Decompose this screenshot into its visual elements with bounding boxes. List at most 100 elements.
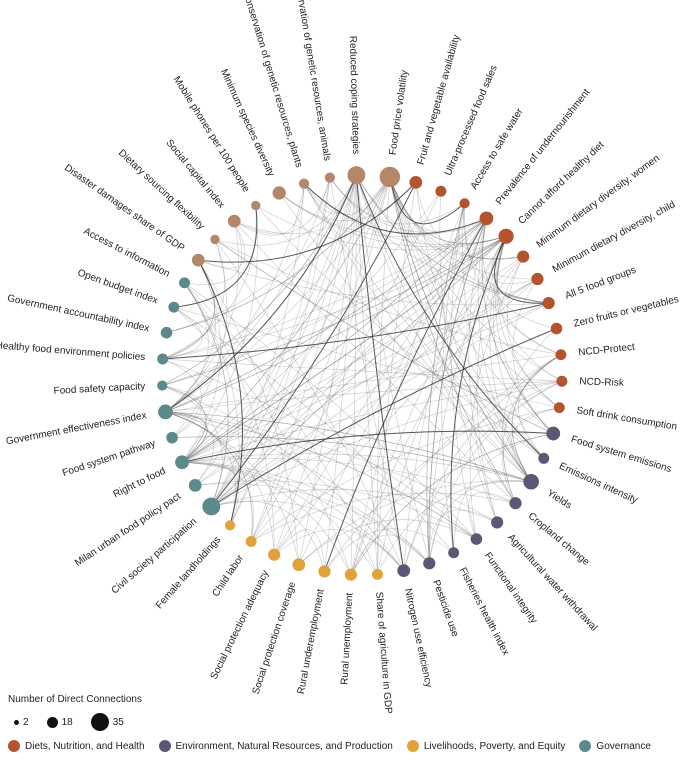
indicator-node[interactable]	[409, 175, 423, 189]
indicator-node[interactable]	[423, 557, 436, 570]
indicator-node[interactable]	[479, 211, 494, 226]
indicator-label: Food system pathway	[61, 438, 157, 479]
connection-edge	[511, 354, 562, 482]
connection-edge	[511, 354, 562, 482]
indicator-label: Open budget index	[76, 268, 159, 307]
connection-edge	[493, 236, 545, 459]
connection-edge	[165, 380, 562, 413]
indicator-node[interactable]	[179, 277, 190, 289]
connection-edge	[303, 183, 545, 459]
indicator-node[interactable]	[435, 185, 447, 197]
indicator-node[interactable]	[188, 478, 202, 492]
connection-edge	[250, 256, 524, 542]
connection-edge	[165, 177, 331, 413]
category-dot	[579, 740, 592, 752]
connection-edge	[428, 218, 487, 564]
connection-edge	[165, 354, 562, 413]
indicator-node[interactable]	[168, 301, 180, 313]
connection-edge	[377, 480, 532, 575]
indicator-node[interactable]	[298, 178, 310, 189]
indicator-node[interactable]	[542, 297, 555, 310]
connection-edge	[428, 218, 487, 564]
indicator-label: Minimum dietary diversity, women	[535, 153, 662, 251]
indicator-node[interactable]	[517, 250, 530, 263]
indicator-node[interactable]	[523, 473, 539, 490]
indicator-node[interactable]	[448, 547, 460, 559]
indicator-node[interactable]	[379, 166, 401, 188]
connection-edge	[458, 203, 507, 250]
indicator-node[interactable]	[175, 455, 189, 470]
indicator-node[interactable]	[498, 228, 514, 244]
connection-edge	[162, 235, 507, 360]
connection-edge	[389, 176, 507, 244]
connection-edge	[234, 177, 331, 235]
connection-edge	[415, 182, 524, 260]
connection-edge	[350, 354, 562, 575]
indicator-node[interactable]	[166, 431, 178, 444]
indicator-label: Right to food	[112, 466, 168, 501]
connection-edge	[181, 191, 442, 463]
indicator-label: Healthy food environment policies	[0, 340, 146, 363]
connection-edge	[476, 236, 507, 523]
indicator-node[interactable]	[553, 402, 565, 414]
connection-edge	[273, 529, 325, 572]
indicator-node[interactable]	[397, 564, 411, 577]
indicator-node[interactable]	[371, 568, 383, 580]
indicator-node[interactable]	[538, 452, 550, 464]
indicator-node[interactable]	[224, 520, 236, 531]
indicator-node[interactable]	[272, 186, 286, 200]
connection-edge	[195, 278, 538, 486]
connection-edge	[181, 236, 507, 463]
size-label-medium: 18	[61, 716, 73, 728]
indicator-node[interactable]	[227, 214, 241, 228]
connection-edge	[181, 205, 258, 463]
connection-edge	[165, 411, 208, 463]
connection-edge	[469, 256, 524, 540]
indicator-node[interactable]	[550, 322, 563, 335]
connection-edge	[184, 282, 229, 507]
indicator-node[interactable]	[324, 172, 336, 183]
connection-edge	[165, 411, 215, 486]
indicator-node[interactable]	[210, 234, 220, 245]
indicator-node[interactable]	[470, 533, 483, 545]
indicator-node[interactable]	[251, 200, 261, 211]
indicator-node[interactable]	[292, 558, 306, 572]
indicator-node[interactable]	[318, 565, 331, 578]
connection-edge	[165, 218, 487, 413]
indicator-node[interactable]	[157, 380, 168, 391]
indicator-node[interactable]	[160, 326, 173, 339]
size-dot-medium	[46, 716, 58, 728]
indicator-node[interactable]	[491, 516, 504, 529]
indicator-node[interactable]	[347, 166, 366, 185]
size-dot-large	[90, 713, 109, 731]
indicator-node[interactable]	[546, 426, 561, 441]
indicator-label: Rural underemployment	[296, 588, 327, 695]
indicator-node[interactable]	[555, 349, 567, 361]
indicator-node[interactable]	[509, 497, 522, 510]
indicator-node[interactable]	[531, 272, 544, 286]
indicator-node[interactable]	[556, 375, 568, 387]
connection-edge	[184, 282, 229, 507]
connection-edge	[491, 236, 538, 285]
indicator-node[interactable]	[158, 404, 173, 420]
size-label-large: 35	[112, 716, 124, 728]
connection-edge	[298, 175, 357, 565]
indicator-node[interactable]	[157, 353, 169, 365]
connection-edge	[181, 430, 554, 463]
indicator-label: Government effectiveness index	[5, 410, 147, 447]
connection-edge	[173, 205, 258, 308]
connection-edge	[162, 302, 549, 360]
indicator-node[interactable]	[202, 497, 221, 516]
indicator-node[interactable]	[191, 253, 205, 267]
connection-edge	[162, 385, 207, 463]
indicator-node[interactable]	[459, 198, 470, 209]
size-legend-row: 2 18 35	[8, 711, 142, 733]
indicator-node[interactable]	[344, 568, 357, 581]
indicator-node[interactable]	[245, 536, 257, 547]
category-legend-item: Environment, Natural Resources, and Prod…	[158, 740, 393, 752]
connection-edge	[441, 203, 465, 553]
category-legend: Diets, Nutrition, and Health Environment…	[8, 740, 665, 752]
indicator-node[interactable]	[268, 548, 281, 561]
connection-edge	[464, 203, 562, 356]
connection-edge	[377, 236, 507, 575]
